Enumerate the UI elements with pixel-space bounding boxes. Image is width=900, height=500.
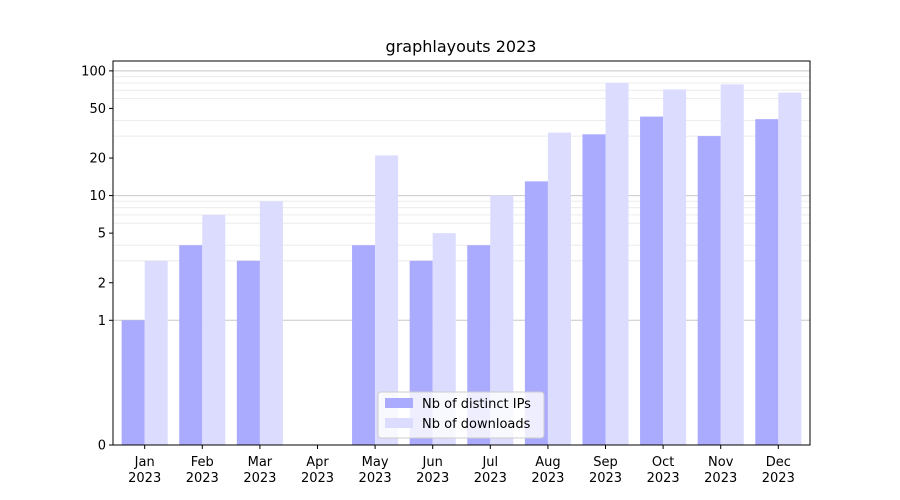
legend-label: Nb of downloads: [422, 417, 531, 432]
x-tick-label: Sep 2023: [589, 455, 622, 486]
bar-downloads-sep: [605, 82, 629, 445]
chart-title: graphlayouts 2023: [386, 37, 537, 56]
x-tick-label: Jul 2023: [474, 455, 507, 486]
legend-swatch: [385, 418, 413, 428]
bar-distinct-ips-oct: [640, 116, 664, 445]
x-tick-label: Jun 2023: [416, 455, 449, 486]
bar-downloads-dec: [778, 92, 802, 446]
y-tick-label: 50: [89, 102, 106, 117]
bar-downloads-oct: [663, 89, 687, 445]
legend-swatch: [385, 398, 413, 408]
bar-downloads-jan: [144, 260, 168, 445]
axes: 0 1 2 5 10 20 50 100 Jan 2023 Feb 2023 Mar 2023 Apr 202…: [81, 60, 811, 486]
y-tick-label: 20: [89, 152, 106, 167]
x-tick-label: Apr 2023: [301, 455, 334, 486]
x-tick-label: Mar 2023: [243, 455, 276, 486]
y-tick-label: 10: [89, 189, 106, 204]
bar-downloads-mar: [259, 201, 283, 445]
x-tick-label: Jan 2023: [128, 455, 161, 486]
y-tick-label: 2: [98, 276, 106, 291]
x-tick-label: Feb 2023: [186, 455, 219, 486]
y-tick-label: 100: [81, 64, 106, 79]
x-tick-label: Oct 2023: [647, 455, 680, 486]
x-tick-label: Dec 2023: [762, 455, 795, 486]
bar-distinct-ips-feb: [179, 245, 203, 445]
bar-distinct-ips-sep: [582, 134, 606, 445]
bar-downloads-aug: [547, 132, 571, 446]
y-tick-label: 0: [98, 439, 106, 454]
bar-distinct-ips-mar: [236, 260, 260, 445]
bar-downloads-feb: [202, 214, 226, 445]
bar-distinct-ips-aug: [524, 181, 548, 445]
bar-distinct-ips-nov: [697, 136, 721, 446]
grid: [113, 70, 810, 321]
bar-downloads-may: [375, 155, 399, 445]
bar-distinct-ips-may: [352, 245, 376, 445]
bar-distinct-ips-jan: [121, 320, 145, 445]
legend: Nb of distinct IPs Nb of downloads: [377, 391, 545, 439]
y-tick-label: 5: [98, 227, 106, 242]
x-tick-label: Aug 2023: [531, 455, 564, 486]
legend-label: Nb of distinct IPs: [422, 397, 531, 412]
legend-box: [377, 391, 545, 439]
bar-downloads-nov: [720, 84, 744, 445]
y-tick-label: 1: [98, 314, 106, 329]
plot-frame: [112, 60, 811, 446]
bars: [121, 82, 802, 446]
bar-downloads-jul: [490, 195, 514, 445]
bar-distinct-ips-dec: [755, 119, 779, 446]
x-tick-label: May 2023: [359, 455, 392, 486]
x-tick-label: Nov 2023: [704, 455, 737, 486]
